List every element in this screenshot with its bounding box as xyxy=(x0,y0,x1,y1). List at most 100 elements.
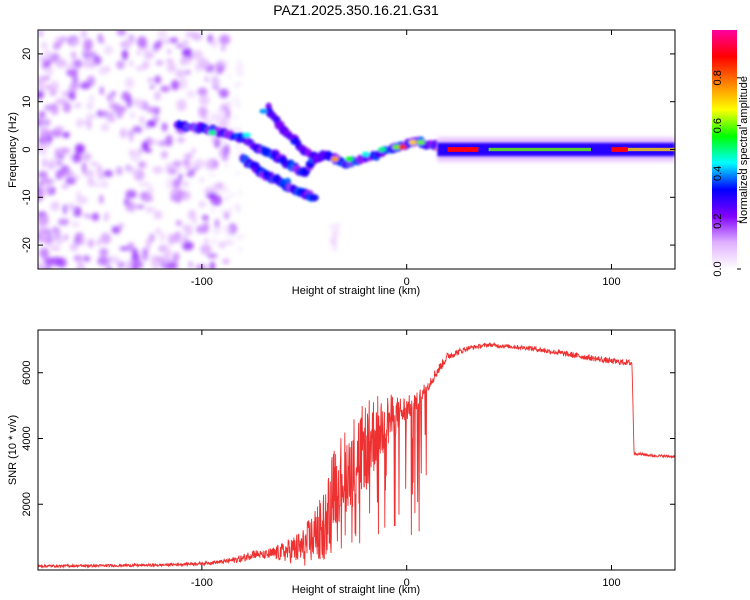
chart-title: PAZ1.2025.350.16.21.G31 xyxy=(273,2,439,18)
noise-blob xyxy=(61,184,70,189)
noise-blob xyxy=(81,162,87,174)
noise-blob xyxy=(176,137,186,143)
noise-blob xyxy=(202,221,210,234)
noise-blob xyxy=(225,238,232,243)
noise-blob xyxy=(52,42,61,51)
noise-blob xyxy=(145,238,151,250)
noise-blob xyxy=(330,240,336,246)
noise-blob xyxy=(224,195,230,202)
y-tick-label: 6000 xyxy=(21,360,33,384)
noise-blob xyxy=(70,81,81,90)
x-tick-label: -100 xyxy=(191,276,213,288)
noise-blob xyxy=(97,256,109,266)
noise-blob xyxy=(185,172,192,177)
noise-blob xyxy=(225,229,230,237)
noise-blob xyxy=(52,231,58,238)
hot-spot-blob xyxy=(361,151,370,157)
noise-blob xyxy=(131,253,140,263)
noise-blob xyxy=(38,111,46,119)
noise-blob xyxy=(232,97,240,101)
noise-blob xyxy=(122,38,132,50)
noise-blob xyxy=(56,160,63,166)
colorbar-tick-label: 0.8 xyxy=(712,70,724,85)
noise-blob xyxy=(66,203,76,211)
x-tick-label: 0 xyxy=(404,577,410,589)
noise-blob xyxy=(44,105,56,113)
noise-blob xyxy=(127,242,135,252)
noise-blob xyxy=(165,58,174,64)
noise-blob xyxy=(112,103,121,113)
noise-blob xyxy=(72,153,82,164)
noise-blob xyxy=(38,91,42,98)
noise-blob xyxy=(172,252,179,265)
noise-blob xyxy=(147,184,154,197)
noise-blob xyxy=(236,206,240,214)
noise-blob xyxy=(206,253,218,259)
noise-blob xyxy=(39,247,50,259)
noise-blob xyxy=(209,261,215,269)
noise-blob xyxy=(158,244,170,252)
noise-blob xyxy=(208,173,216,177)
noise-blob xyxy=(224,162,229,169)
noise-blob xyxy=(83,38,93,51)
noise-blobs xyxy=(38,30,341,269)
colorbar-gradient xyxy=(712,30,737,269)
noise-blob xyxy=(200,244,212,255)
noise-blob xyxy=(203,187,212,194)
noise-blob xyxy=(197,87,208,96)
noise-blob xyxy=(77,256,83,268)
noise-blob xyxy=(157,30,168,39)
x-tick-label: 0 xyxy=(404,276,410,288)
noise-blob xyxy=(46,130,56,136)
noise-blob xyxy=(198,58,210,70)
noise-blob xyxy=(153,210,163,220)
noise-blob xyxy=(157,140,168,147)
noise-blob xyxy=(222,258,230,265)
noise-blob xyxy=(93,55,102,66)
noise-blob xyxy=(70,51,77,59)
noise-blob xyxy=(116,61,125,70)
noise-blob xyxy=(235,101,241,108)
noise-blob xyxy=(111,226,121,234)
noise-blob xyxy=(210,136,222,144)
y-tick-label: -10 xyxy=(21,189,33,205)
noise-blob xyxy=(96,110,105,118)
noise-blob xyxy=(154,90,162,101)
noise-blob xyxy=(74,102,82,109)
noise-blob xyxy=(238,64,245,70)
noise-blob xyxy=(44,257,56,266)
hot-spot-blob xyxy=(398,144,407,150)
noise-blob xyxy=(234,126,240,134)
noise-blob xyxy=(235,72,243,76)
noise-blob xyxy=(100,232,112,245)
noise-blob xyxy=(191,148,196,154)
noise-blob xyxy=(88,94,95,103)
snr-background xyxy=(38,330,675,570)
noise-blob xyxy=(162,256,171,265)
noise-blob xyxy=(92,182,104,187)
noise-blob xyxy=(96,238,102,247)
upper-branch-blob xyxy=(316,154,324,163)
y-tick-label: 4000 xyxy=(21,426,33,450)
noise-blob xyxy=(43,178,56,184)
noise-blob xyxy=(332,246,338,252)
noise-blob xyxy=(147,77,153,83)
noise-blob xyxy=(104,110,109,119)
noise-blob xyxy=(209,112,217,119)
hot-spot-blob xyxy=(392,144,401,150)
noise-blob xyxy=(192,216,197,225)
noise-blob xyxy=(105,263,112,269)
spectrogram-x-label: Height of straight line (km) xyxy=(292,285,420,297)
noise-blob xyxy=(131,265,138,269)
noise-blob xyxy=(216,107,224,115)
noise-blob xyxy=(72,205,78,218)
noise-blob xyxy=(199,94,210,106)
noise-blob xyxy=(210,71,217,77)
noise-blob xyxy=(119,246,130,251)
noise-blob xyxy=(198,106,208,116)
noise-blob xyxy=(85,113,96,120)
noise-blob xyxy=(41,131,48,142)
noise-blob xyxy=(116,110,124,119)
noise-blob xyxy=(38,75,49,82)
